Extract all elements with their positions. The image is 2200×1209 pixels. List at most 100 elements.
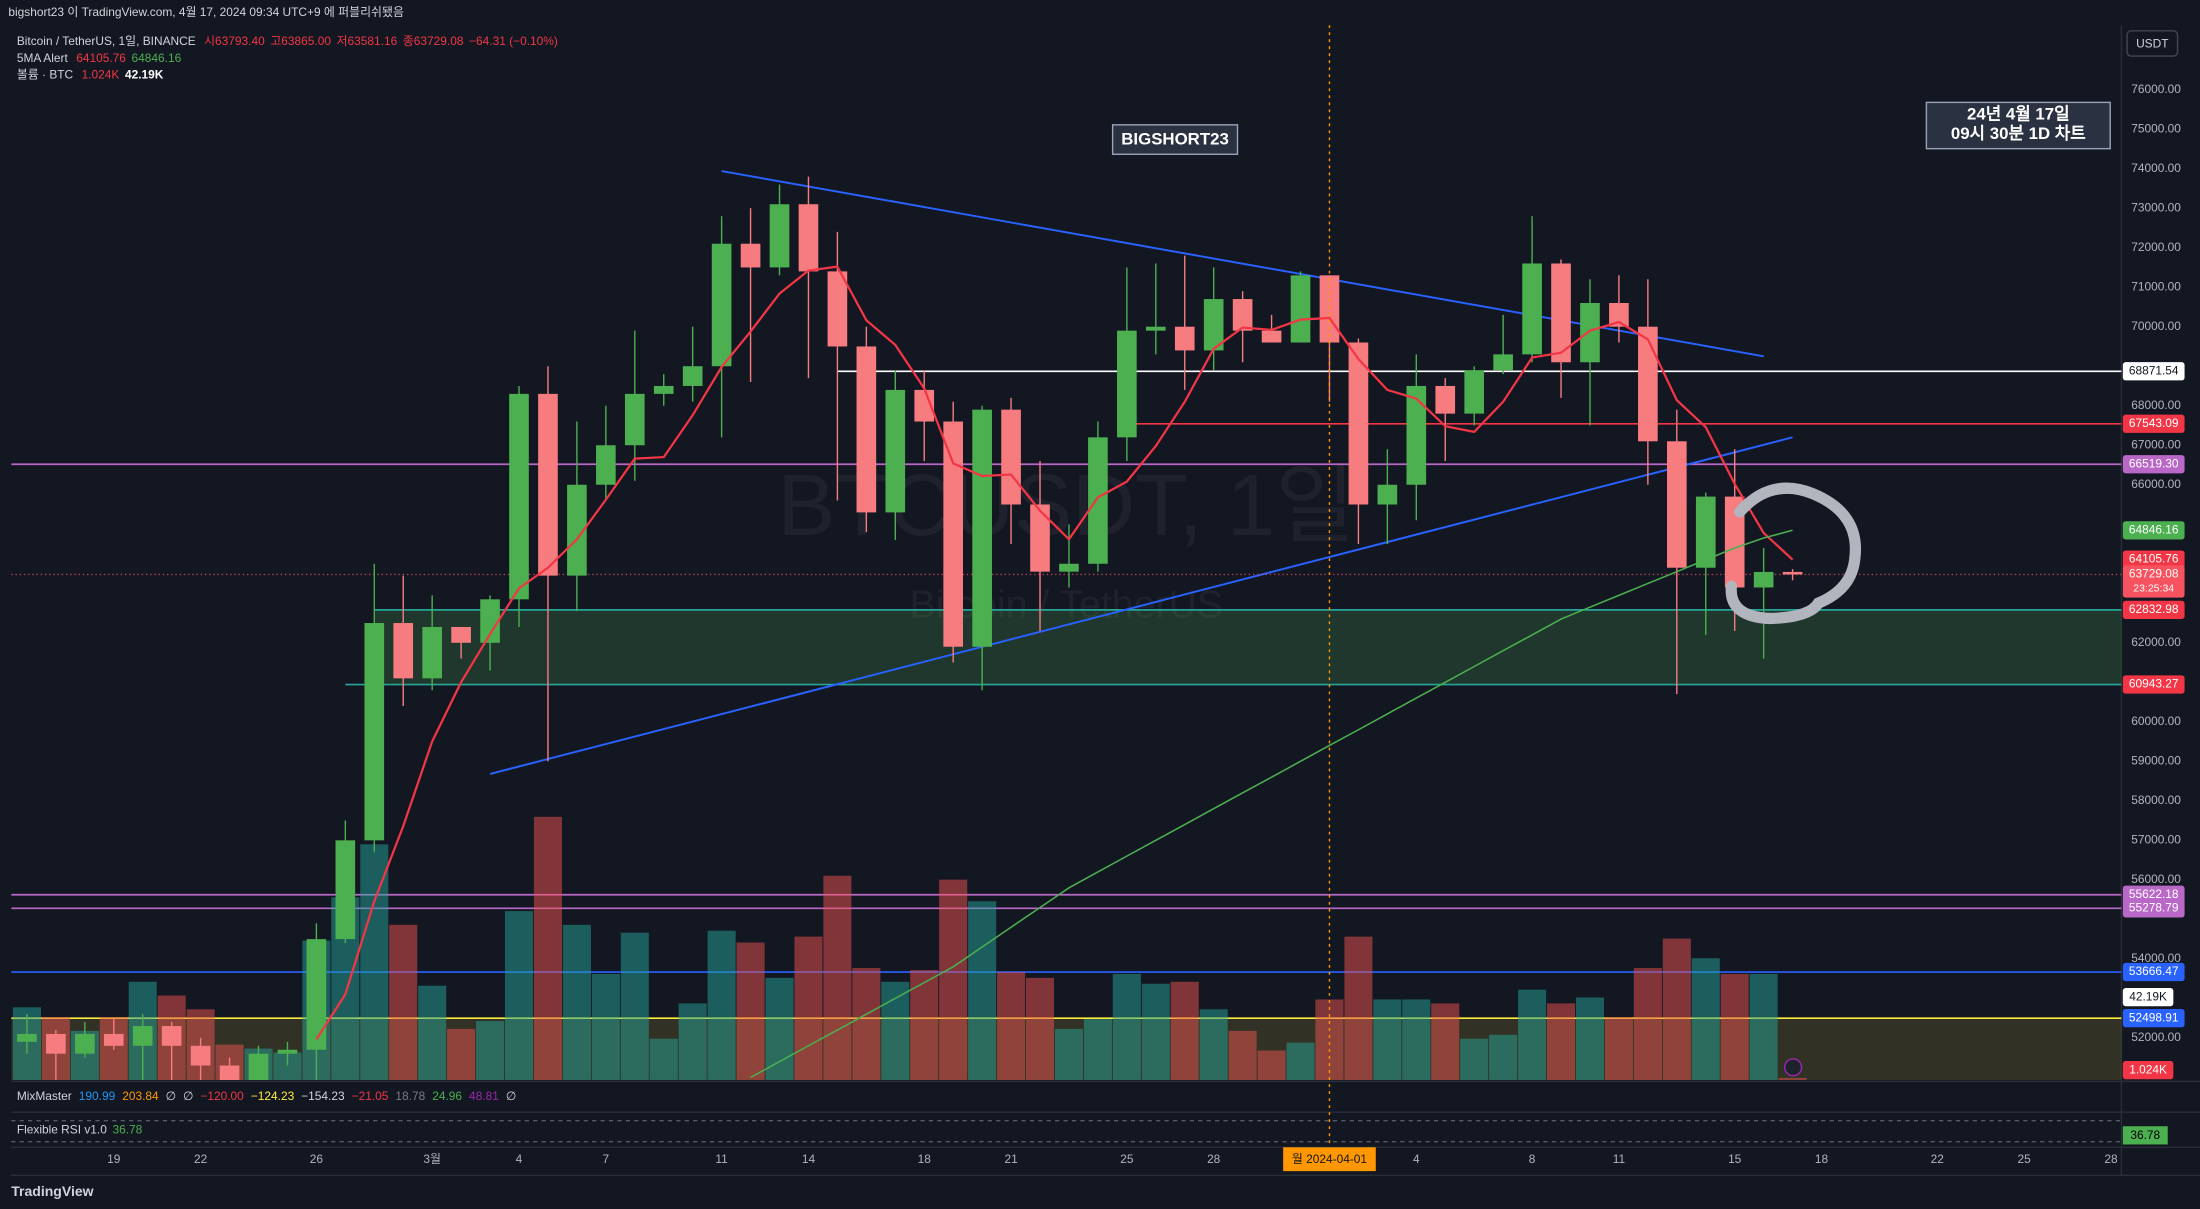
volume-bar [1575, 997, 1605, 1080]
candle-body [17, 1033, 37, 1042]
candle-body [798, 204, 819, 272]
x-tick-label: 11 [1613, 1152, 1626, 1166]
level-label-box [2122, 600, 2185, 619]
level-label: 53666.47 [2129, 964, 2179, 978]
currency-box[interactable] [2126, 30, 2179, 57]
volume-bar [1257, 1050, 1286, 1080]
level-label: 52498.91 [2129, 1010, 2179, 1024]
volume-bar [1315, 999, 1344, 1080]
y-tick-label: 71000.00 [2131, 279, 2181, 293]
open: 시63793.40 [204, 34, 265, 48]
candle-body [509, 393, 529, 600]
author-tag: BIGSHORT23 [1121, 130, 1229, 149]
candle-body [1464, 370, 1485, 414]
y-tick-label: 75000.00 [2131, 121, 2181, 135]
volume-bar [881, 981, 910, 1080]
volume-bar [476, 1021, 505, 1080]
change: −64.31 (−0.10%) [469, 34, 558, 48]
candle-body [769, 204, 790, 268]
level-label-box [2122, 1009, 2185, 1028]
main-pane [11, 170, 2122, 1080]
candle-body [567, 484, 587, 576]
y-tick-label: 52000.00 [2131, 1030, 2181, 1044]
y-tick-label: 59000.00 [2131, 753, 2181, 767]
level-label: 68871.54 [2129, 363, 2179, 377]
candle-body [364, 623, 385, 841]
candle-body [596, 445, 616, 485]
last-price-label: 63729.08 [2129, 567, 2179, 581]
indicator-value: 190.99 [79, 1089, 116, 1103]
volume-bar [1720, 973, 1749, 1080]
candle-body [538, 393, 558, 576]
candle-body [1261, 330, 1282, 343]
x-tick-label: 3월 [423, 1152, 441, 1166]
volume-bar [852, 968, 881, 1080]
candle-body [1030, 504, 1050, 572]
mixmaster-legend: MixMaster 190.99 203.84 ∅ ∅ −120.00 −124.23 −15… [17, 1089, 516, 1103]
candle-body [1001, 409, 1021, 505]
level-label: 62832.98 [2129, 602, 2179, 616]
rsi-label-box [2122, 1126, 2168, 1145]
candle-body [885, 389, 906, 513]
y-tick-label: 60000.00 [2131, 714, 2181, 728]
volume-bar [968, 901, 997, 1080]
candle-body [248, 1053, 269, 1080]
candle-body [1695, 496, 1716, 568]
level-label-box [2122, 414, 2185, 433]
volume-bar [418, 985, 447, 1080]
volume-bar [1604, 1017, 1633, 1080]
candle-body [480, 599, 500, 643]
y-tick-label: 76000.00 [2131, 82, 2181, 96]
candle-body [653, 385, 674, 394]
volume-bar [1778, 1077, 1807, 1080]
candle-body [219, 1065, 240, 1080]
volume-bar [360, 844, 389, 1080]
volume-name: 볼륨 · BTC [17, 68, 74, 82]
rsi-label: 36.78 [2130, 1128, 2160, 1142]
volume-bar [794, 936, 823, 1080]
x-tick-label: 4 [516, 1152, 523, 1166]
close: 종63729.08 [403, 34, 464, 48]
indicator-value: −154.23 [301, 1089, 345, 1103]
y-tick-label: 72000.00 [2131, 240, 2181, 254]
y-tick-label: 62000.00 [2131, 635, 2181, 649]
candle-body [1435, 385, 1456, 414]
candle-body [1406, 385, 1427, 485]
x-tick-label: 14 [802, 1152, 816, 1166]
currency[interactable]: USDT [2136, 36, 2168, 50]
volume-value: 42.19K [125, 68, 164, 82]
indicator-name: Flexible RSI v1.0 [17, 1123, 107, 1137]
y-tick-label: 54000.00 [2131, 951, 2181, 965]
candle-body [914, 389, 935, 422]
volume-bar [1633, 968, 1662, 1080]
x-tick-label: 26 [310, 1152, 324, 1166]
alert-icon[interactable] [1783, 1058, 1803, 1077]
indicator-name: MixMaster [17, 1089, 72, 1103]
ma-value: 64846.16 [132, 51, 182, 65]
volume-ma-box [2122, 988, 2174, 1007]
x-tick-label: 25 [2018, 1152, 2032, 1166]
y-tick-label: 73000.00 [2131, 200, 2181, 214]
indicator-value: −120.00 [200, 1089, 244, 1103]
volume-bar [707, 930, 736, 1080]
volume-last-label: 1.024K [2129, 1062, 2167, 1076]
level-label: 64846.16 [2129, 522, 2179, 536]
candle-body [1580, 303, 1600, 363]
x-tick-label: 28 [1207, 1152, 1221, 1166]
author-tag-box [1111, 124, 1239, 155]
candle-body [943, 421, 964, 647]
volume-bar [1025, 977, 1055, 1080]
date-note-box [1925, 101, 2111, 150]
candle-body [1145, 326, 1166, 331]
ma-name: 5MA Alert [17, 51, 69, 65]
volume-bar [1344, 936, 1373, 1080]
rsi-legend: Flexible RSI v1.0 36.78 [17, 1123, 143, 1137]
candle-body [306, 939, 327, 1050]
volume-bar [562, 924, 591, 1080]
indicator-value: 203.84 [122, 1089, 159, 1103]
indicator-value: ∅ [506, 1089, 516, 1103]
x-tick-label: 18 [918, 1152, 932, 1166]
candle-body [1493, 354, 1513, 371]
candle-body [1724, 496, 1745, 588]
candle-body [422, 626, 442, 679]
